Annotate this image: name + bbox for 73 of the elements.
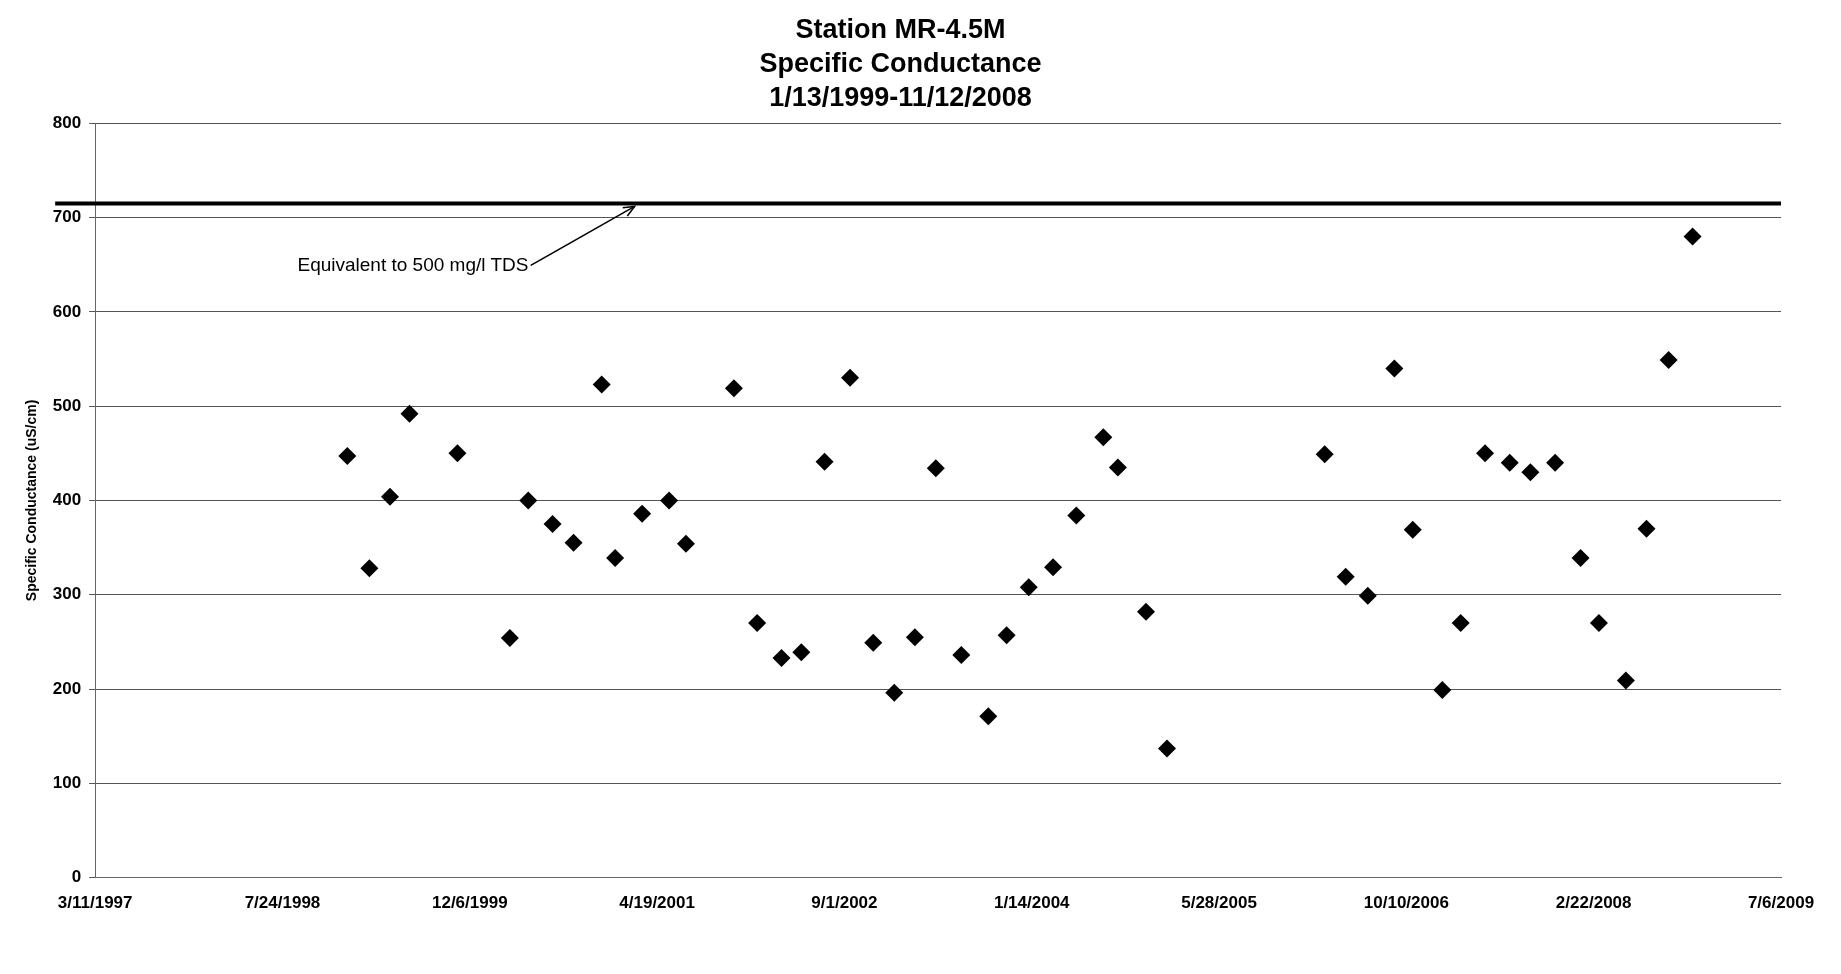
point bbox=[1616, 671, 1635, 690]
chart-title: Station MR-4.5M Specific Conductance 1/13/1999-11/12/2008 bbox=[759, 14, 1042, 112]
y-tick-label: 800 bbox=[52, 112, 82, 132]
x-tick-label: 3/11/1997 bbox=[57, 893, 133, 913]
point bbox=[381, 487, 399, 506]
x-tick-label: 7/24/1998 bbox=[244, 893, 321, 913]
point bbox=[660, 491, 679, 510]
point bbox=[1451, 614, 1470, 633]
y-tick-label: 300 bbox=[52, 584, 82, 604]
y-tick-label: 0 bbox=[71, 867, 82, 887]
x-tick-label: 5/28/2005 bbox=[1181, 893, 1257, 913]
x-tick-label: 1/14/2004 bbox=[993, 893, 1071, 913]
point bbox=[926, 459, 945, 478]
point bbox=[1637, 519, 1656, 538]
point bbox=[952, 646, 971, 665]
point bbox=[792, 643, 811, 662]
point bbox=[1683, 227, 1702, 246]
x-tick-label: 10/10/2006 bbox=[1363, 893, 1449, 913]
point bbox=[1385, 359, 1404, 378]
y-tick-label: 100 bbox=[52, 772, 82, 792]
point bbox=[724, 379, 743, 398]
point bbox=[748, 614, 767, 633]
y-tick-label: 400 bbox=[52, 490, 82, 510]
point bbox=[1157, 739, 1176, 758]
point bbox=[1094, 428, 1113, 447]
point bbox=[1067, 506, 1086, 525]
point bbox=[519, 491, 538, 510]
point bbox=[1433, 680, 1452, 699]
y-tick-label: 500 bbox=[52, 395, 82, 415]
point bbox=[606, 548, 625, 567]
y-tick-label: 200 bbox=[52, 678, 82, 698]
point bbox=[1137, 602, 1155, 621]
y-tick-label: 700 bbox=[52, 207, 82, 227]
point bbox=[1044, 558, 1063, 577]
point bbox=[500, 629, 519, 648]
point bbox=[1336, 567, 1355, 586]
point bbox=[1358, 586, 1377, 605]
point bbox=[1500, 453, 1519, 472]
point bbox=[360, 559, 379, 578]
point bbox=[543, 515, 562, 533]
point bbox=[564, 533, 583, 552]
point bbox=[1108, 458, 1127, 477]
point bbox=[400, 404, 419, 423]
point bbox=[997, 626, 1016, 645]
point bbox=[633, 504, 652, 523]
ref-line-label: Equivalent to 500 mg/l TDS bbox=[297, 253, 529, 275]
point bbox=[815, 452, 834, 471]
point bbox=[885, 683, 904, 702]
point bbox=[448, 444, 467, 463]
point bbox=[841, 368, 860, 387]
point bbox=[772, 648, 791, 667]
y-tick-label: 600 bbox=[52, 301, 82, 321]
x-tick-label: 7/6/2009 bbox=[1747, 893, 1815, 913]
point bbox=[338, 447, 357, 466]
point bbox=[1546, 453, 1565, 472]
point bbox=[1521, 463, 1540, 482]
point bbox=[1571, 548, 1590, 567]
point bbox=[979, 707, 998, 726]
y-axis-title: Specific Conductance (uS/cm) bbox=[23, 399, 40, 602]
point bbox=[1589, 614, 1608, 633]
point bbox=[592, 375, 611, 394]
point bbox=[864, 633, 883, 652]
point bbox=[1315, 445, 1334, 464]
point bbox=[1019, 578, 1038, 597]
point bbox=[1659, 350, 1678, 369]
point bbox=[676, 534, 695, 553]
x-tick-label: 9/1/2002 bbox=[811, 893, 878, 913]
x-tick-label: 12/6/1999 bbox=[431, 893, 508, 913]
point bbox=[1403, 520, 1422, 539]
x-tick-label: 2/22/2008 bbox=[1555, 893, 1632, 913]
point bbox=[905, 628, 924, 647]
point bbox=[1476, 444, 1495, 463]
x-tick-label: 4/19/2001 bbox=[619, 893, 695, 913]
